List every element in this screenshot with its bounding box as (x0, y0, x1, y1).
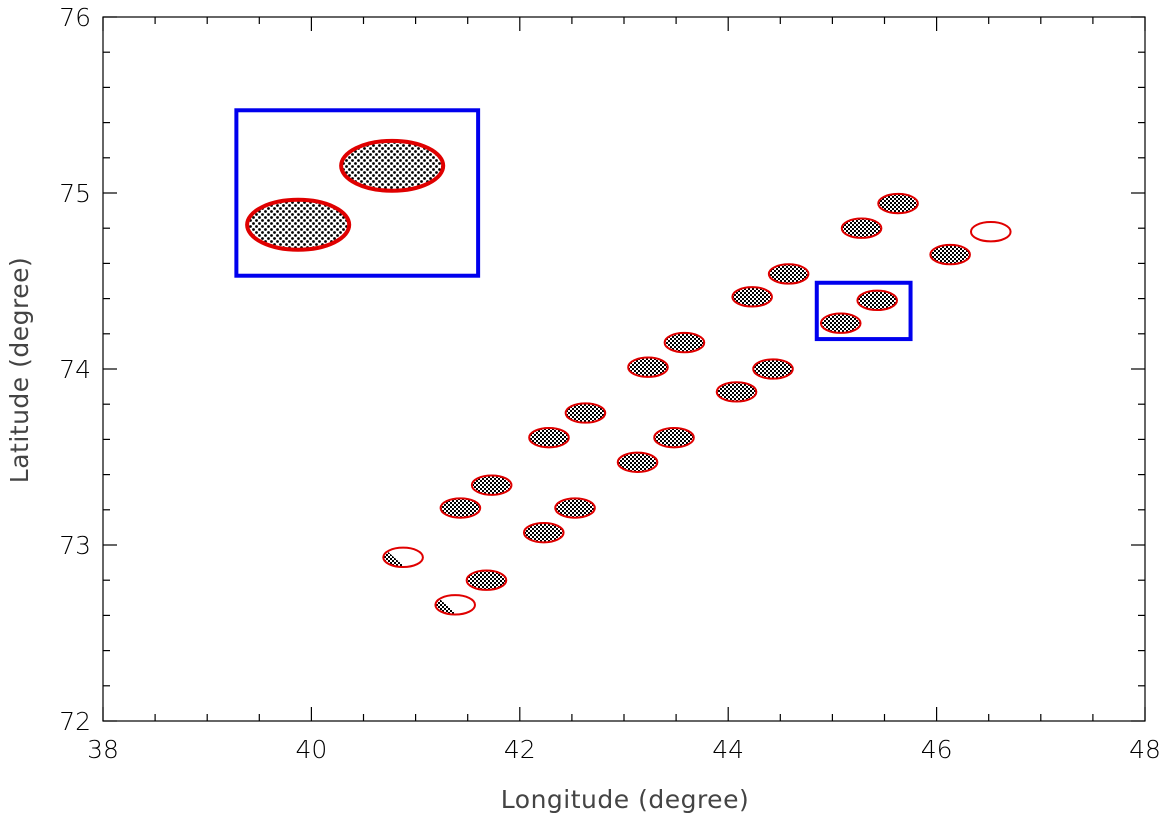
footprint-marker (731, 286, 773, 308)
inset-box (234, 108, 481, 278)
x-axis-label: Longitude (degree) (501, 785, 749, 814)
footprint-marker (653, 426, 695, 449)
footprint-marker (929, 243, 971, 266)
footprint-ellipse (715, 381, 758, 403)
footprint-marker (554, 497, 596, 519)
footprint-marker (856, 289, 899, 312)
inset-footprint-ellipse (339, 138, 446, 193)
footprint-marker (616, 451, 659, 473)
footprint-marker (819, 312, 862, 334)
footprint-marker (969, 221, 1012, 243)
x-tick-label: 42 (504, 735, 536, 764)
footprint-ellipse (752, 358, 794, 380)
footprint-marker (752, 358, 794, 380)
footprint-marker (840, 217, 883, 239)
footprint-marker (439, 497, 482, 519)
footprint-partial-fill (383, 547, 406, 567)
x-tick-label: 38 (87, 735, 119, 764)
footprint-marker (382, 546, 424, 569)
x-tick-label: 46 (921, 735, 953, 764)
y-tick-label: 74 (59, 355, 91, 384)
footprint-ellipse (522, 522, 565, 544)
footprint-marker (434, 594, 476, 616)
footprint-ellipse (627, 356, 669, 378)
footprint-marker (564, 402, 607, 424)
footprint-ellipse (434, 594, 476, 616)
footprint-ellipse (465, 569, 508, 591)
footprint-ellipse (877, 192, 919, 215)
footprint-marker (470, 474, 513, 496)
footprint-marker (465, 569, 508, 591)
footprint-ellipse (819, 312, 862, 334)
y-tick-label: 76 (59, 3, 91, 32)
footprint-marker (522, 522, 565, 544)
footprint-ellipse (856, 289, 899, 312)
selection-boxes (814, 280, 913, 342)
footprint-ellipse (564, 402, 607, 424)
footprint-ellipse (767, 263, 810, 285)
y-tick-label: 73 (59, 531, 91, 560)
y-tick-label: 72 (59, 707, 91, 736)
selection-box (814, 280, 913, 342)
footprint-partial-fill (435, 595, 458, 615)
plot-frame (102, 16, 1146, 722)
footprint-ellipse (554, 497, 596, 519)
footprint-marker (877, 192, 919, 215)
footprint-ellipse (731, 286, 773, 308)
footprint-marker (528, 426, 570, 449)
x-tick-label: 40 (295, 735, 327, 764)
footprint-ellipse (616, 451, 659, 473)
footprint-marker (767, 263, 810, 285)
x-tick-labels: 38 40 42 44 46 48 (87, 735, 1161, 764)
footprint-ellipse (929, 243, 971, 266)
footprint-ellipse (382, 546, 424, 569)
x-tick-label: 48 (1129, 735, 1161, 764)
footprint-marker (715, 381, 758, 403)
footprint-ellipse (470, 474, 513, 496)
inset-footprint-ellipse (245, 197, 352, 252)
y-tick-labels: 72 73 74 75 76 (59, 3, 91, 736)
x-tick-label: 44 (712, 735, 744, 764)
footprint-ellipse-empty (969, 221, 1012, 243)
y-axis-label: Latitude (degree) (5, 257, 34, 483)
footprint-ellipse (528, 426, 570, 449)
footprint-markers (382, 192, 1012, 616)
footprint-marker (663, 331, 706, 354)
footprint-ellipse (653, 426, 695, 449)
footprint-marker (627, 356, 669, 378)
footprint-ellipse (663, 331, 706, 354)
y-tick-label: 75 (59, 179, 91, 208)
footprint-ellipse (840, 217, 883, 239)
footprint-ellipse (439, 497, 482, 519)
zoom-inset (234, 108, 481, 278)
